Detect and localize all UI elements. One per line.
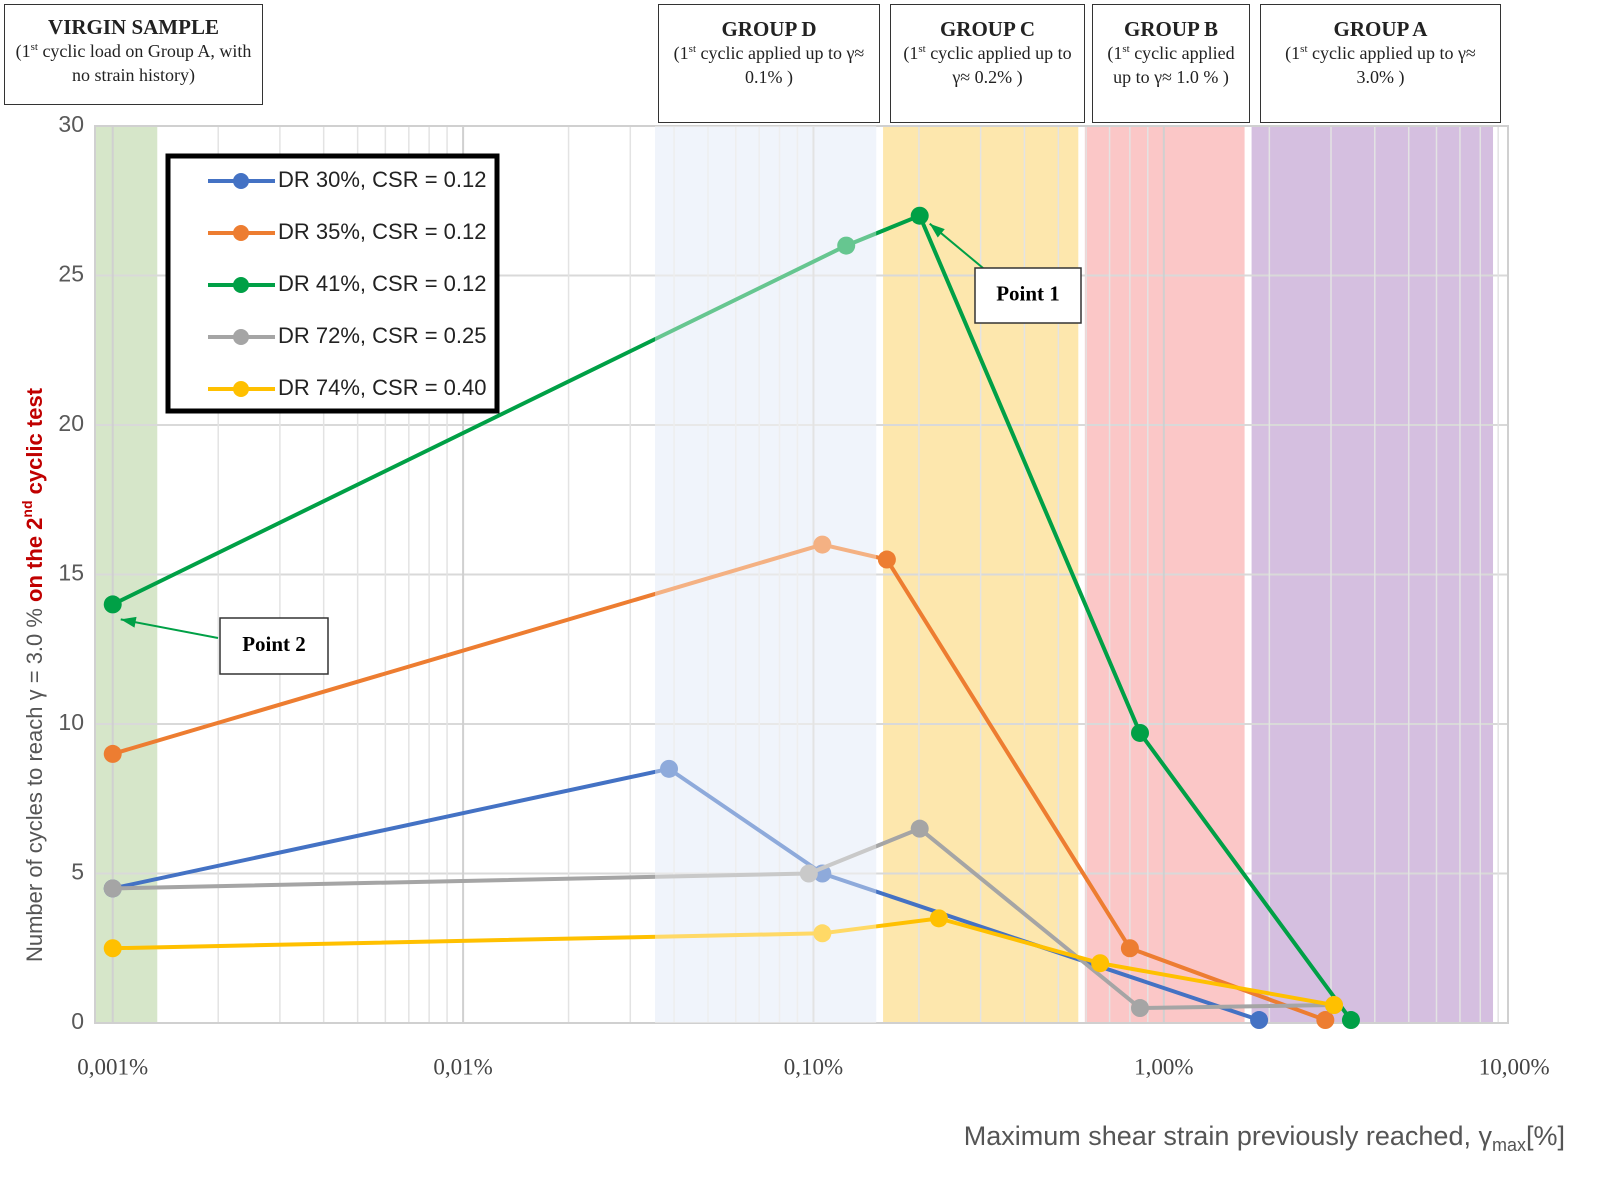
group-title: VIRGIN SAMPLE (48, 15, 219, 39)
marker (813, 924, 832, 943)
group-box: GROUP C (1st cyclic applied up to γ≈ 0.2%… (890, 4, 1085, 123)
y-tick-label: 30 (58, 111, 84, 137)
legend-label: DR 72%, CSR = 0.25 (278, 323, 486, 348)
note-sup: st (918, 43, 926, 55)
group-box: GROUP A (1st cyclic applied up to γ≈ 3.0%… (1260, 4, 1501, 123)
marker (1131, 723, 1150, 742)
x-label-tail: [%] (1526, 1121, 1565, 1151)
marker (1120, 939, 1139, 958)
note-sup: st (30, 41, 38, 53)
note-pre: (1 (1285, 43, 1301, 63)
legend-label: DR 41%, CSR = 0.12 (278, 271, 486, 296)
note-pre: (1 (15, 41, 31, 61)
y-tick-label: 0 (71, 1008, 84, 1034)
y-label-red: on the 2 (22, 518, 47, 602)
group-title: GROUP D (721, 17, 817, 41)
legend-label: DR 35%, CSR = 0.12 (278, 219, 486, 244)
note-post: cyclic applied up to γ≈ 3.0% ) (1307, 43, 1476, 87)
group-note: (1st cyclic applied up to γ≈ 0.2% ) (891, 41, 1084, 89)
x-tick-label: 1,00% (1134, 1054, 1193, 1079)
annotation-box (974, 267, 1082, 324)
legend-label: DR 74%, CSR = 0.40 (278, 375, 486, 400)
marker (103, 595, 122, 614)
annotation-label: Point 2 (242, 632, 306, 656)
legend-marker (233, 381, 249, 397)
marker (837, 236, 856, 255)
legend-marker (233, 329, 249, 345)
annotation-box (219, 617, 329, 675)
x-tick-label: 0,01% (433, 1054, 492, 1079)
marker (1250, 1011, 1269, 1030)
legend-marker (233, 277, 249, 293)
y-axis-label: Number of cycles to reach γ = 3.0 % on t… (19, 387, 47, 962)
x-tick-label: 10,00% (1479, 1054, 1550, 1079)
legend-label: DR 30%, CSR = 0.12 (278, 167, 486, 192)
group-note: (1st cyclic applied up to γ≈ 1.0 % ) (1093, 41, 1249, 89)
arrow-head (120, 616, 137, 628)
y-tick-label: 10 (58, 709, 84, 735)
plot-frame (94, 125, 1509, 1024)
band-overlay (655, 126, 877, 1023)
group-box: GROUP D (1st cyclic applied up to γ≈ 0.1%… (658, 4, 880, 123)
y-tick-label: 5 (71, 859, 84, 885)
marker (910, 819, 929, 838)
legend-marker (233, 173, 249, 189)
marker (1131, 999, 1150, 1018)
x-label-sub: max (1492, 1135, 1526, 1155)
group-note: (1st cyclic applied up to γ≈ 0.1% ) (659, 41, 879, 89)
note-pre: (1 (1107, 43, 1123, 63)
x-tick-label: 0,001% (77, 1054, 148, 1079)
marker (813, 535, 832, 554)
x-tick-label: 0,10% (784, 1054, 843, 1079)
marker (103, 939, 122, 958)
y-tick-label: 25 (58, 261, 84, 287)
marker (660, 759, 679, 778)
marker (910, 206, 929, 225)
marker (103, 879, 122, 898)
group-title: GROUP B (1124, 17, 1218, 41)
x-axis-label: Maximum shear strain previously reached,… (964, 1121, 1565, 1155)
legend-marker (233, 225, 249, 241)
group-note: (1st cyclic applied up to γ≈ 3.0% ) (1261, 41, 1500, 89)
group-title: GROUP C (939, 17, 1036, 41)
note-post: cyclic applied up to γ≈ 1.0 % ) (1113, 43, 1235, 87)
marker (1091, 954, 1110, 973)
marker (103, 744, 122, 763)
y-label-sup: nd (19, 500, 35, 517)
y-tick-label: 15 (58, 560, 84, 586)
marker (1325, 996, 1344, 1015)
annotation-label: Point 1 (996, 281, 1060, 305)
marker (799, 864, 818, 883)
group-title: GROUP A (1333, 17, 1428, 41)
note-sup: st (1122, 43, 1130, 55)
group-note: (1st cyclic load on Group A, with no str… (5, 39, 262, 87)
x-label-main: Maximum shear strain previously reached,… (964, 1121, 1493, 1151)
marker (929, 909, 948, 928)
y-tick-label: 20 (58, 410, 84, 436)
group-box: GROUP B (1st cyclic applied up to γ≈ 1.0 … (1092, 4, 1250, 123)
arrow-head (929, 223, 945, 238)
note-post: cyclic applied up to γ≈ 0.2% ) (925, 43, 1072, 87)
annotation-arrow (120, 618, 219, 639)
note-pre: (1 (903, 43, 919, 63)
note-pre: (1 (673, 43, 689, 63)
marker (1316, 1011, 1335, 1030)
note-post: cyclic load on Group A, with no strain h… (37, 41, 252, 85)
note-sup: st (688, 43, 697, 55)
y-label-main: Number of cycles to reach γ = 3.0 % (22, 602, 47, 962)
marker (877, 550, 896, 569)
note-sup: st (1300, 43, 1308, 55)
note-post: cyclic applied up to γ≈ 0.1% ) (696, 43, 865, 87)
group-box: VIRGIN SAMPLE (1st cyclic load on Group A… (4, 4, 263, 105)
marker (1341, 1011, 1360, 1030)
y-label-red-post: cyclic test (22, 387, 47, 500)
